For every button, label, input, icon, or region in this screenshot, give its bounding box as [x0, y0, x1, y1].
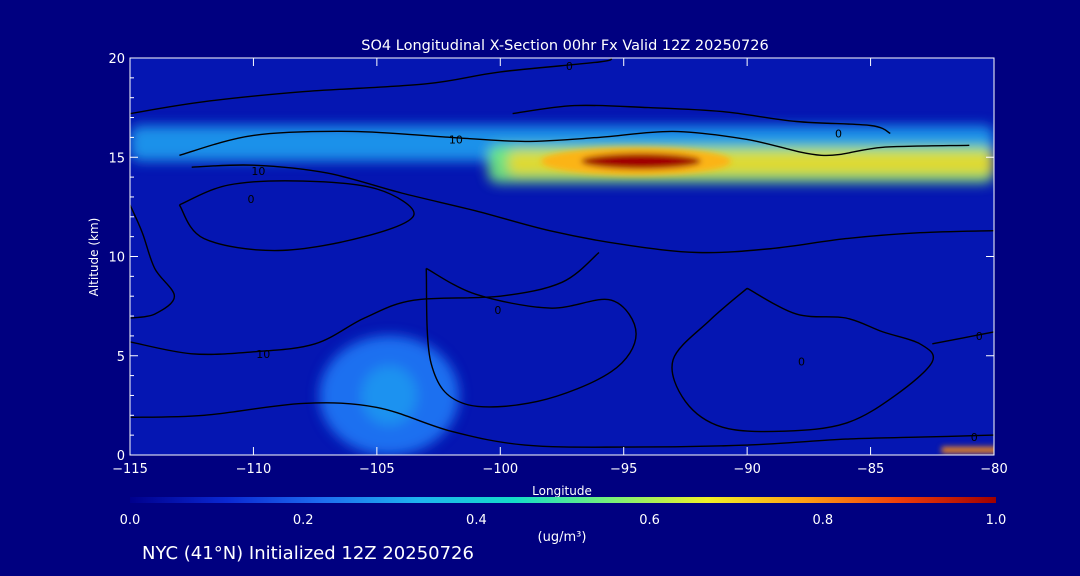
- x-tick-label: −105: [359, 462, 395, 477]
- colorbar-tick-label: 1.0: [986, 513, 1007, 528]
- x-axis: −115 −110 −105 −100 −95 −90 −85 −80: [112, 58, 1008, 477]
- colorbar-ramp: [130, 497, 996, 503]
- y-tick-label: 5: [117, 350, 125, 365]
- contour-lines: 0 0 10 10 0 0 0 10 0 0: [130, 58, 994, 448]
- contour-label-3: 10: [251, 165, 265, 178]
- contour-line-3: [191, 164, 994, 254]
- heatmap-bump-3: [361, 365, 418, 426]
- contour-label-10: 0: [971, 431, 978, 444]
- colorbar-tick-label: 0.4: [466, 513, 487, 528]
- y-tick-label: 20: [108, 52, 125, 67]
- contour-line-5: [425, 267, 637, 408]
- colorbar-tick-label: 0.6: [639, 513, 660, 528]
- heatmap-peak-2: [581, 153, 702, 170]
- colorbar: 0.0 0.2 0.4 0.6 0.8 1.0: [120, 497, 1007, 528]
- contour-line-7: [130, 251, 600, 356]
- contour-label-6: 0: [798, 356, 805, 369]
- contour-label-7: 10: [256, 348, 270, 361]
- contour-line-2: [179, 130, 970, 157]
- x-tick-label: −80: [980, 462, 1007, 477]
- colorbar-tick-label: 0.2: [293, 513, 314, 528]
- y-tick-label: 0: [117, 449, 125, 464]
- contour-line-0: [130, 58, 613, 115]
- x-tick-label: −110: [236, 462, 272, 477]
- contour-label-9: 0: [976, 330, 983, 343]
- heatmap-background: [130, 58, 994, 455]
- colorbar-tick-label: 0.8: [812, 513, 833, 528]
- footer-caption: NYC (41°N) Initialized 12Z 20250726: [142, 543, 474, 564]
- contour-label-2: 10: [449, 133, 463, 146]
- y-axis-label: Altitude (km): [87, 218, 101, 297]
- x-tick-label: −100: [482, 462, 518, 477]
- heatmap-field: [130, 58, 994, 455]
- contour-label-0: 0: [566, 60, 573, 73]
- contour-line-10: [130, 402, 994, 448]
- contour-line-1: [512, 104, 891, 135]
- x-tick-label: −90: [733, 462, 760, 477]
- contour-line-8: [130, 204, 176, 319]
- contour-label-5: 0: [494, 304, 501, 317]
- chart-title: SO4 Longitudinal X-Section 00hr Fx Valid…: [361, 38, 768, 54]
- y-tick-label: 15: [108, 151, 125, 166]
- plot-area: 0 0 10 10 0 0 0 10 0 0: [130, 58, 994, 455]
- x-axis-label: Longitude: [532, 484, 592, 498]
- contour-line-4: [178, 180, 415, 252]
- x-tick-label: −95: [610, 462, 637, 477]
- contour-line-9: [932, 331, 994, 345]
- x-tick-label: −85: [857, 462, 884, 477]
- contour-line-6: [671, 287, 934, 433]
- colorbar-unit-label: (ug/m³): [538, 530, 587, 545]
- colorbar-tick-label: 0.0: [120, 513, 141, 528]
- y-tick-label: 10: [108, 251, 125, 266]
- y-axis: 0 5 10 15 20: [108, 52, 994, 464]
- heatmap-surface-4: [941, 447, 994, 454]
- contour-label-4: 0: [247, 193, 254, 206]
- x-tick-label: −115: [112, 462, 148, 477]
- contour-label-1: 0: [835, 127, 842, 140]
